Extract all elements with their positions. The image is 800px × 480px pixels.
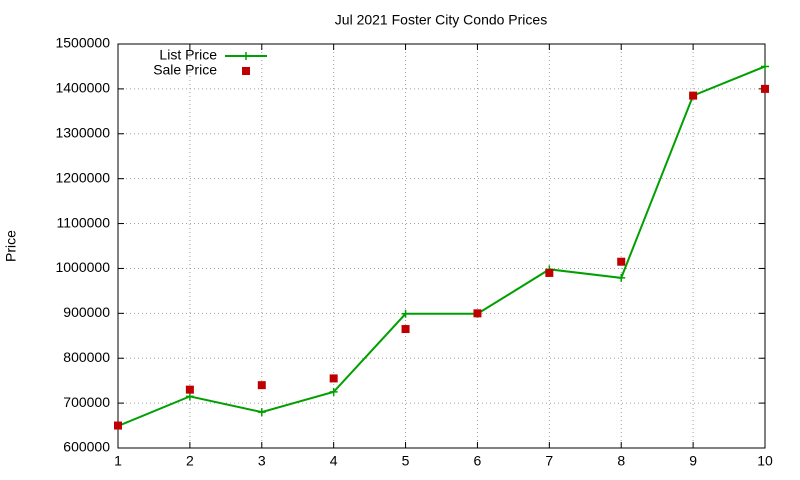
marker xyxy=(761,84,769,93)
marker xyxy=(257,381,266,390)
y-tick-label: 1200000 xyxy=(55,169,110,185)
y-tick-label: 1400000 xyxy=(55,80,110,96)
marker xyxy=(185,385,194,394)
legend-marker xyxy=(242,52,250,60)
y-tick-label: 1100000 xyxy=(57,214,111,230)
chart-title: Jul 2021 Foster City Condo Prices xyxy=(335,12,547,28)
y-tick-label: 1500000 xyxy=(55,35,110,51)
y-tick-label: 600000 xyxy=(63,439,110,455)
marker xyxy=(401,325,410,334)
marker xyxy=(257,408,266,417)
x-tick-label: 5 xyxy=(402,453,410,469)
x-tick-label: 2 xyxy=(186,453,194,469)
marker xyxy=(545,268,554,277)
marker xyxy=(689,91,698,100)
series-line xyxy=(117,65,766,427)
y-axis-label: Price xyxy=(3,230,19,262)
marker xyxy=(401,309,410,318)
marker xyxy=(617,273,626,282)
marker xyxy=(473,309,482,318)
marker xyxy=(329,387,338,396)
x-tick-label: 9 xyxy=(689,453,697,469)
y-tick-label: 1300000 xyxy=(55,124,110,140)
legend-label: Sale Price xyxy=(153,62,217,78)
marker xyxy=(617,257,626,266)
marker xyxy=(114,421,122,430)
y-tick-label: 700000 xyxy=(63,394,110,410)
legend-marker xyxy=(242,67,250,75)
x-tick-label: 4 xyxy=(330,453,338,469)
x-tick-label: 8 xyxy=(617,453,625,469)
marker xyxy=(185,392,194,401)
marker xyxy=(329,374,338,383)
x-tick-label: 10 xyxy=(757,453,773,469)
y-tick-label: 1000000 xyxy=(55,259,110,275)
x-tick-label: 7 xyxy=(545,453,553,469)
y-tick-label: 900000 xyxy=(63,304,110,320)
y-tick-label: 800000 xyxy=(63,349,110,365)
x-tick-label: 1 xyxy=(114,453,122,469)
x-tick-label: 3 xyxy=(258,453,266,469)
legend-label: List Price xyxy=(159,47,217,63)
x-tick-label: 6 xyxy=(474,453,482,469)
marker xyxy=(761,62,769,71)
plot-frame xyxy=(117,43,766,449)
